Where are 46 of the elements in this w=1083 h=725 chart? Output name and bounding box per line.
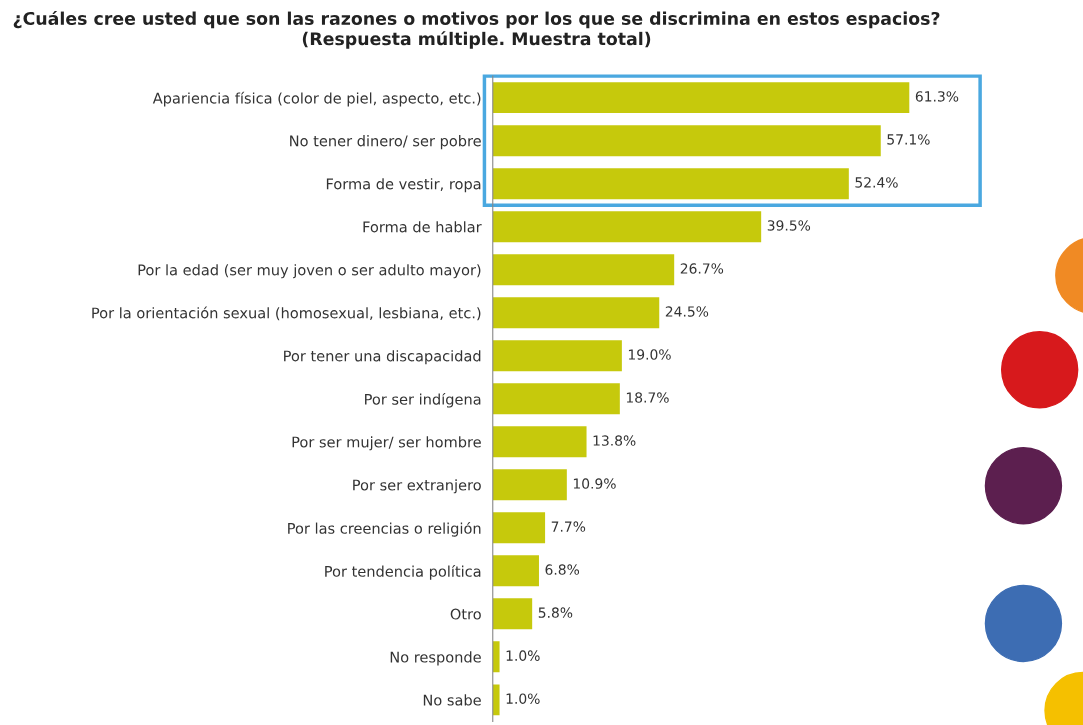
bar — [492, 383, 620, 415]
y-tick-label: No sabe — [423, 694, 481, 706]
data-label: 7.7% — [551, 521, 586, 532]
data-label: 1.0% — [506, 650, 540, 661]
y-tick-label: Por tener una discapacidad — [284, 350, 481, 365]
y-tick-label: No tener dinero/ ser pobre — [290, 135, 481, 150]
data-label: 39.5% — [767, 220, 811, 231]
data-label: 61.3% — [915, 91, 959, 102]
bar — [492, 211, 762, 243]
chart-title: ¿Cuáles cree usted que son las razones o motivos por los que se discrimina en estos espacios? (Respuesta múltiple. Muestra total) — [13, 10, 940, 49]
data-label: 13.8% — [593, 435, 636, 446]
data-label: 1.0% — [506, 693, 540, 704]
data-label: 10.9% — [573, 478, 616, 489]
bar — [492, 297, 660, 329]
y-tick-label: No responde — [390, 651, 481, 666]
bar — [492, 168, 849, 200]
bar — [492, 684, 500, 716]
bar — [492, 641, 500, 673]
bar — [492, 426, 587, 458]
y-tick-label: Por la orientación sexual (homosexual, lesbiana, etc.) — [92, 306, 481, 321]
data-label: 57.1% — [887, 134, 930, 145]
y-tick-label: Forma de vestir, ropa — [326, 178, 481, 193]
data-label: 6.8% — [545, 564, 580, 575]
data-label: 26.7% — [680, 263, 724, 274]
bar — [492, 598, 533, 630]
y-tick-label: Por ser indígena — [365, 392, 481, 408]
data-label: 18.7% — [626, 392, 669, 403]
y-tick-label: Por la edad (ser muy joven o ser adulto mayor) — [138, 264, 481, 279]
y-tick-label: Forma de hablar — [363, 221, 482, 233]
bar — [492, 512, 546, 544]
bar — [492, 254, 675, 286]
bar — [492, 340, 622, 372]
data-label: 24.5% — [665, 306, 709, 317]
y-tick-label: Por ser extranjero — [353, 479, 481, 494]
data-label: 19.0% — [628, 349, 671, 360]
data-label: 5.8% — [538, 607, 573, 618]
y-tick-label: Por tendencia política — [325, 564, 481, 580]
bar — [492, 469, 567, 501]
data-label: 52.4% — [855, 177, 898, 188]
y-tick-label: Apariencia física (color de piel, aspecto, etc.) — [152, 91, 481, 107]
y-tick-label: Por ser mujer/ ser hombre — [292, 436, 481, 451]
y-tick-label: Otro — [450, 608, 481, 620]
bar — [492, 125, 881, 157]
y-tick-label: Por las creencias o religión — [288, 521, 481, 537]
bar — [492, 555, 539, 587]
bar — [492, 82, 910, 114]
